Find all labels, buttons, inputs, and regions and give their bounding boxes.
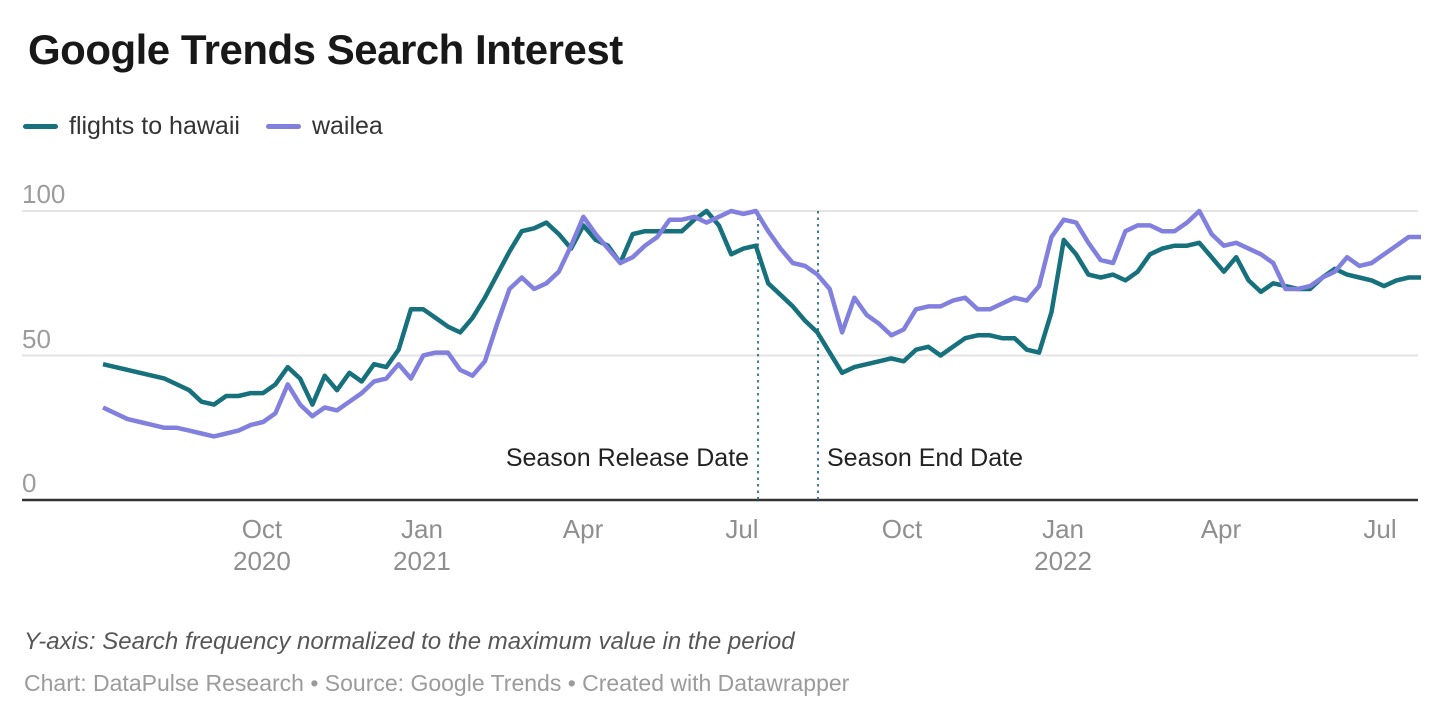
legend-swatch-wailea — [265, 124, 301, 129]
x-tick-text: Jan 2022 — [1034, 514, 1092, 576]
y-tick-label-50: 50 — [22, 323, 51, 354]
y-tick-label-0: 0 — [22, 468, 37, 498]
x-tick-text: Jul — [725, 514, 759, 544]
series-line-wailea — [102, 208, 1421, 439]
annotation-label-0: Season Release Date — [505, 444, 750, 472]
x-tick-text: Oct — [881, 514, 923, 544]
x-tick-text: Jul — [1363, 514, 1397, 544]
legend-swatch-flights-to-hawaii — [23, 124, 58, 129]
legend-label-flights-to-hawaii: flights to hawaii — [69, 112, 240, 140]
legend: flights to hawaii wailea — [23, 112, 383, 141]
chart-title: Google Trends Search Interest — [28, 26, 623, 73]
y-tick-label-100: 100 — [22, 179, 66, 209]
x-tick-text: Oct 2020 — [233, 514, 291, 576]
x-tick-text: Apr — [1200, 514, 1242, 544]
axis-note: Y-axis: Search frequency normalized to t… — [24, 628, 795, 655]
legend-item-flights-to-hawaii: flights to hawaii — [23, 112, 240, 141]
x-tick-text: Apr — [562, 514, 604, 544]
legend-label-wailea: wailea — [311, 112, 383, 140]
annotation-label-1: Season End Date — [827, 444, 1023, 472]
legend-item-wailea: wailea — [265, 112, 383, 141]
series-line-flights-to-hawaii — [102, 208, 1421, 407]
credit-line: Chart: DataPulse Research • Source: Goog… — [24, 670, 850, 696]
x-tick-text: Jan 2021 — [393, 514, 451, 576]
